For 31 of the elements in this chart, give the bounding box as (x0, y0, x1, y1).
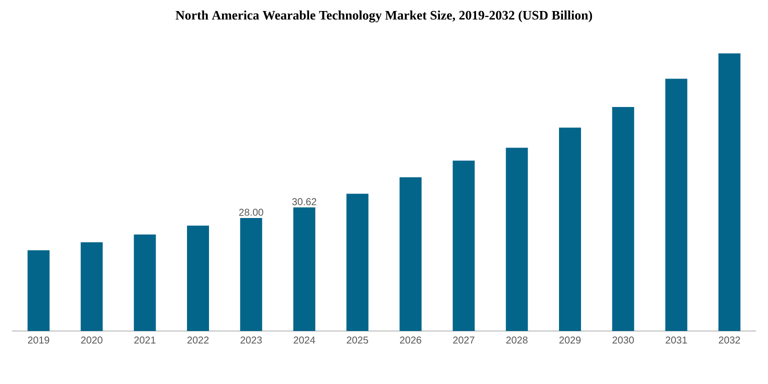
x-tick-label: 2022 (187, 336, 209, 344)
x-tick-label: 2025 (346, 336, 368, 344)
x-tick-label: 2021 (134, 336, 156, 344)
x-tick-label: 2026 (400, 336, 422, 344)
x-tick-label: 2031 (666, 336, 687, 344)
x-tick-label: 2024 (294, 336, 316, 344)
bar (400, 177, 422, 331)
bar (506, 148, 528, 331)
bar (187, 226, 210, 331)
bar (293, 207, 316, 331)
x-tick-label: 2028 (506, 336, 528, 344)
x-tick-label: 2032 (718, 336, 740, 344)
data-label: 28.00 (239, 208, 264, 216)
bar (80, 242, 103, 331)
bar (240, 218, 262, 331)
chart-title: North America Wearable Technology Market Size, 2019-2032 (USD Billion) (176, 10, 592, 22)
bar (612, 107, 634, 331)
bar (346, 194, 368, 331)
bar (452, 160, 475, 331)
x-tick-label: 2019 (28, 336, 50, 344)
bar (665, 78, 688, 331)
x-tick-label: 2029 (559, 336, 581, 344)
bar (28, 250, 50, 331)
data-label: 30.62 (292, 198, 316, 206)
x-tick-label: 2027 (453, 336, 474, 344)
x-tick-label: 2023 (240, 336, 262, 344)
x-tick-label: 2030 (612, 336, 634, 344)
bar (134, 234, 156, 331)
bar (718, 53, 740, 331)
bar (559, 128, 582, 331)
x-tick-label: 2020 (81, 336, 102, 344)
